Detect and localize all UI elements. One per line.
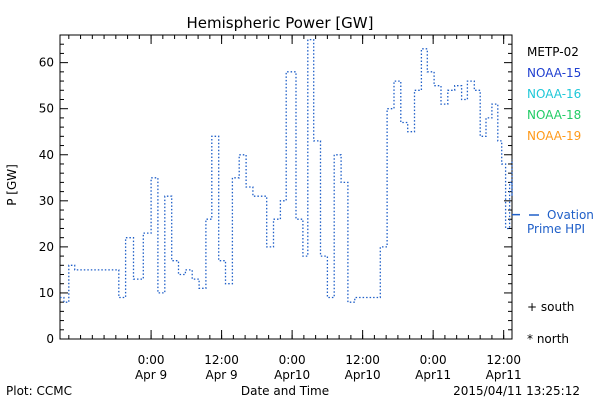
y-tick-label: 10 [39, 286, 54, 300]
x-tick-label-time: 0:00 [279, 353, 306, 367]
legend-marker-north: * north [527, 332, 569, 346]
hemispheric-power-series [60, 38, 513, 303]
legend-satellite: NOAA-16 [527, 87, 581, 101]
legend-satellite: NOAA-18 [527, 108, 581, 122]
legend-satellite: NOAA-15 [527, 66, 581, 80]
y-tick-label: 30 [39, 194, 54, 208]
legend-ovation-label-2: Prime HPI [527, 222, 585, 236]
y-tick-label: 60 [39, 56, 54, 70]
y-tick-label: 0 [46, 332, 54, 346]
x-tick-label-time: 0:00 [420, 353, 447, 367]
footer-timestamp: 2015/04/11 13:25:12 [453, 384, 580, 398]
x-axis-label: Date and Time [241, 384, 329, 398]
legend-satellite: METP-02 [527, 45, 579, 59]
y-tick-label: 20 [39, 240, 54, 254]
x-tick-label-date: Apr10 [274, 368, 310, 382]
y-axis-ticks: 0 10 20 30 40 50 60 [39, 34, 512, 346]
y-axis-label: P [GW] [5, 164, 19, 206]
x-tick-label-time: 12:00 [345, 353, 380, 367]
x-tick-label-date: Apr11 [415, 368, 451, 382]
legend-ovation-label: Ovation [547, 208, 594, 222]
y-tick-label: 50 [39, 102, 54, 116]
y-tick-label: 40 [39, 148, 54, 162]
chart-title: Hemispheric Power [GW] [187, 14, 374, 32]
series-layer [60, 38, 513, 303]
x-tick-label-date: Apr10 [345, 368, 381, 382]
legend-satellite: NOAA-19 [527, 129, 581, 143]
x-tick-label-time: 12:00 [486, 353, 521, 367]
x-tick-label-date: Apr11 [486, 368, 522, 382]
x-tick-label-date: Apr 9 [205, 368, 237, 382]
footer-plot-credit: Plot: CCMC [6, 384, 72, 398]
legend-marker-south: + south [527, 300, 574, 314]
x-tick-label-date: Apr 9 [135, 368, 167, 382]
x-tick-label-time: 0:00 [138, 353, 165, 367]
legend: METP-02 NOAA-15 NOAA-16 NOAA-18 NOAA-19 Ovati… [527, 45, 594, 346]
x-tick-label-time: 12:00 [204, 353, 239, 367]
